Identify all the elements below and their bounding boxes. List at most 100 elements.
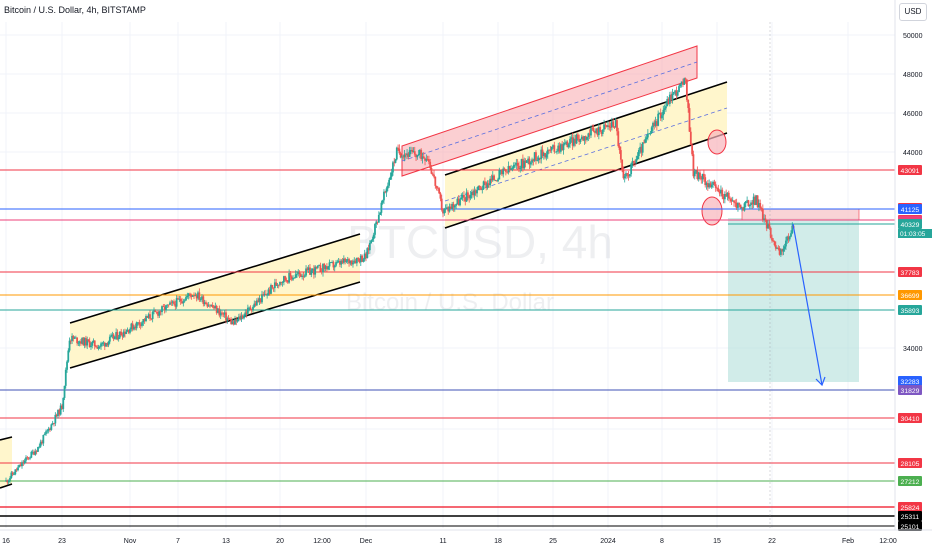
candle-body [366, 248, 369, 259]
candle-body [661, 115, 663, 119]
candle-body [246, 307, 249, 314]
time-tick-label: Nov [124, 538, 137, 545]
candle-body [259, 298, 262, 303]
candle-body [622, 170, 625, 179]
candle-body [319, 265, 322, 272]
candle-body [223, 312, 226, 315]
candle-body [516, 162, 519, 166]
candle-body [122, 331, 125, 337]
candle-body [634, 162, 636, 164]
candle-body [787, 236, 790, 240]
candle-body [687, 99, 690, 109]
candle-body [363, 253, 366, 260]
candle-body [501, 169, 503, 175]
candle-body [643, 142, 645, 144]
candle-body [354, 260, 357, 264]
candle-body [240, 315, 243, 320]
candle-body [464, 197, 467, 202]
candle-body [456, 198, 459, 205]
candle-body [420, 149, 423, 160]
candle-body [68, 340, 71, 351]
time-tick-label: Dec [360, 538, 373, 545]
candle-body [362, 259, 365, 262]
price-label-box [898, 385, 922, 395]
candle-body [791, 225, 794, 234]
candle-body [374, 224, 376, 235]
candle-body [485, 182, 488, 188]
candle-body [303, 275, 306, 277]
channel-fill [70, 234, 360, 368]
candle-body [491, 175, 494, 181]
candle-body [782, 248, 785, 252]
currency-button[interactable]: USD [899, 3, 927, 21]
candle-body [218, 308, 221, 316]
time-tick-label: 13 [222, 538, 230, 545]
candle-body [72, 335, 75, 339]
candle-body [397, 147, 399, 149]
candle-body [588, 133, 591, 136]
candle-body [521, 159, 524, 169]
candle-body [171, 301, 174, 303]
candle-body [11, 472, 14, 475]
candle-body [78, 341, 81, 343]
candle-body [58, 409, 61, 415]
time-tick-label: 2024 [600, 538, 616, 545]
candle-body [181, 301, 183, 304]
candle-body [648, 133, 651, 135]
candle-body [237, 316, 240, 319]
time-tick-label: 20 [276, 538, 284, 545]
candle-body [153, 310, 155, 312]
candle-body [565, 141, 567, 143]
candle-body [170, 302, 173, 304]
candle-body [47, 428, 50, 431]
candle-body [255, 300, 258, 306]
candle-body [740, 207, 743, 209]
candle-body [595, 128, 598, 133]
candle-body [726, 192, 729, 197]
candle-body [263, 293, 266, 296]
candle-body [292, 278, 294, 280]
candle-body [228, 318, 231, 320]
candle-body [344, 258, 347, 262]
candle-body [575, 134, 578, 144]
price-label-box [898, 267, 922, 277]
candle-body [26, 457, 29, 459]
candle-body [213, 306, 215, 309]
candle-body [498, 170, 501, 180]
candle-body [139, 324, 142, 326]
candle-body [640, 146, 643, 153]
candle-body [275, 282, 278, 286]
candle-body [98, 346, 101, 348]
candle-body [553, 145, 556, 152]
candle-body [71, 335, 73, 341]
candle-body [111, 334, 114, 336]
candle-body [460, 197, 463, 200]
candle-body [457, 198, 460, 206]
candle-body [540, 149, 543, 160]
candle-body [348, 259, 350, 264]
candle-body [548, 149, 550, 151]
candle-body [285, 280, 288, 281]
price-label-text: 41125 [901, 207, 920, 214]
candle-body [266, 294, 269, 296]
candle-body [714, 184, 717, 188]
time-tick-label: 22 [768, 538, 776, 545]
candle-body [657, 113, 660, 126]
candle-body [419, 149, 421, 155]
symbol-title[interactable]: Bitcoin / U.S. Dollar, 4h, BITSTAMP [4, 5, 146, 15]
candle-body [270, 285, 272, 294]
drawings [0, 45, 860, 489]
candle-body [583, 136, 586, 141]
candle-body [408, 150, 411, 157]
candle-body [105, 343, 107, 347]
candle-body [27, 457, 30, 459]
candle-body [494, 180, 497, 182]
candle-body [178, 298, 181, 300]
candle-body [309, 267, 311, 275]
candle-body [625, 173, 627, 177]
candle-body [279, 281, 281, 285]
candle-body [386, 185, 389, 189]
candle-body [333, 265, 336, 268]
candle-body [616, 120, 618, 132]
